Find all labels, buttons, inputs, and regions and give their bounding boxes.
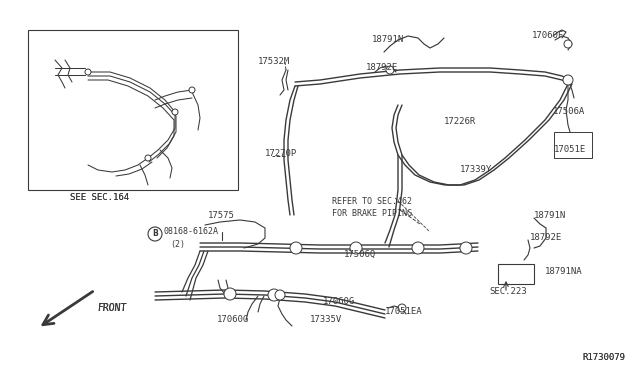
Text: 18791N: 18791N	[372, 35, 404, 45]
Circle shape	[460, 242, 472, 254]
Text: 17060F: 17060F	[532, 32, 564, 41]
Text: B: B	[152, 230, 158, 238]
Circle shape	[189, 87, 195, 93]
Bar	[28, 30, 238, 190]
Circle shape	[268, 289, 280, 301]
Bar	[554, 132, 592, 158]
Circle shape	[148, 227, 162, 241]
Text: R1730079: R1730079	[582, 353, 625, 362]
Text: SEE SEC.164: SEE SEC.164	[70, 193, 129, 202]
Text: (2): (2)	[170, 240, 185, 248]
Text: 17060G: 17060G	[323, 298, 355, 307]
Text: 17051E: 17051E	[554, 145, 586, 154]
Text: 17575: 17575	[208, 212, 235, 221]
Circle shape	[564, 40, 572, 48]
Text: FRONT: FRONT	[98, 303, 127, 313]
Text: SEC.223: SEC.223	[489, 288, 527, 296]
Circle shape	[290, 242, 302, 254]
Text: FRONT: FRONT	[98, 303, 127, 313]
Text: FOR BRAKE PIPING: FOR BRAKE PIPING	[332, 208, 412, 218]
Text: 17270P: 17270P	[265, 150, 297, 158]
Text: 17506Q: 17506Q	[344, 250, 376, 259]
Circle shape	[398, 304, 406, 312]
Text: 18791N: 18791N	[534, 212, 566, 221]
Circle shape	[563, 75, 573, 85]
Text: 18791NA: 18791NA	[545, 267, 582, 276]
Text: REFER TO SEC.462: REFER TO SEC.462	[332, 198, 412, 206]
Circle shape	[172, 109, 178, 115]
Circle shape	[386, 66, 394, 74]
Text: 08168-6162A: 08168-6162A	[163, 228, 218, 237]
Text: 17060G: 17060G	[217, 315, 249, 324]
Circle shape	[350, 242, 362, 254]
Text: 17335V: 17335V	[310, 315, 342, 324]
Circle shape	[412, 242, 424, 254]
Text: 18792E: 18792E	[366, 64, 398, 73]
Circle shape	[85, 69, 91, 75]
Circle shape	[145, 155, 151, 161]
Text: R1730079: R1730079	[582, 353, 625, 362]
Text: 17506A: 17506A	[553, 108, 585, 116]
Text: 17051EA: 17051EA	[385, 308, 422, 317]
Text: 18792E: 18792E	[530, 234, 563, 243]
Text: 17339Y: 17339Y	[460, 166, 492, 174]
Text: SEE SEC.164: SEE SEC.164	[70, 193, 129, 202]
Circle shape	[224, 288, 236, 300]
Text: 17532M: 17532M	[258, 58, 291, 67]
Circle shape	[275, 290, 285, 300]
Text: 17226R: 17226R	[444, 118, 476, 126]
Bar	[498, 264, 534, 284]
